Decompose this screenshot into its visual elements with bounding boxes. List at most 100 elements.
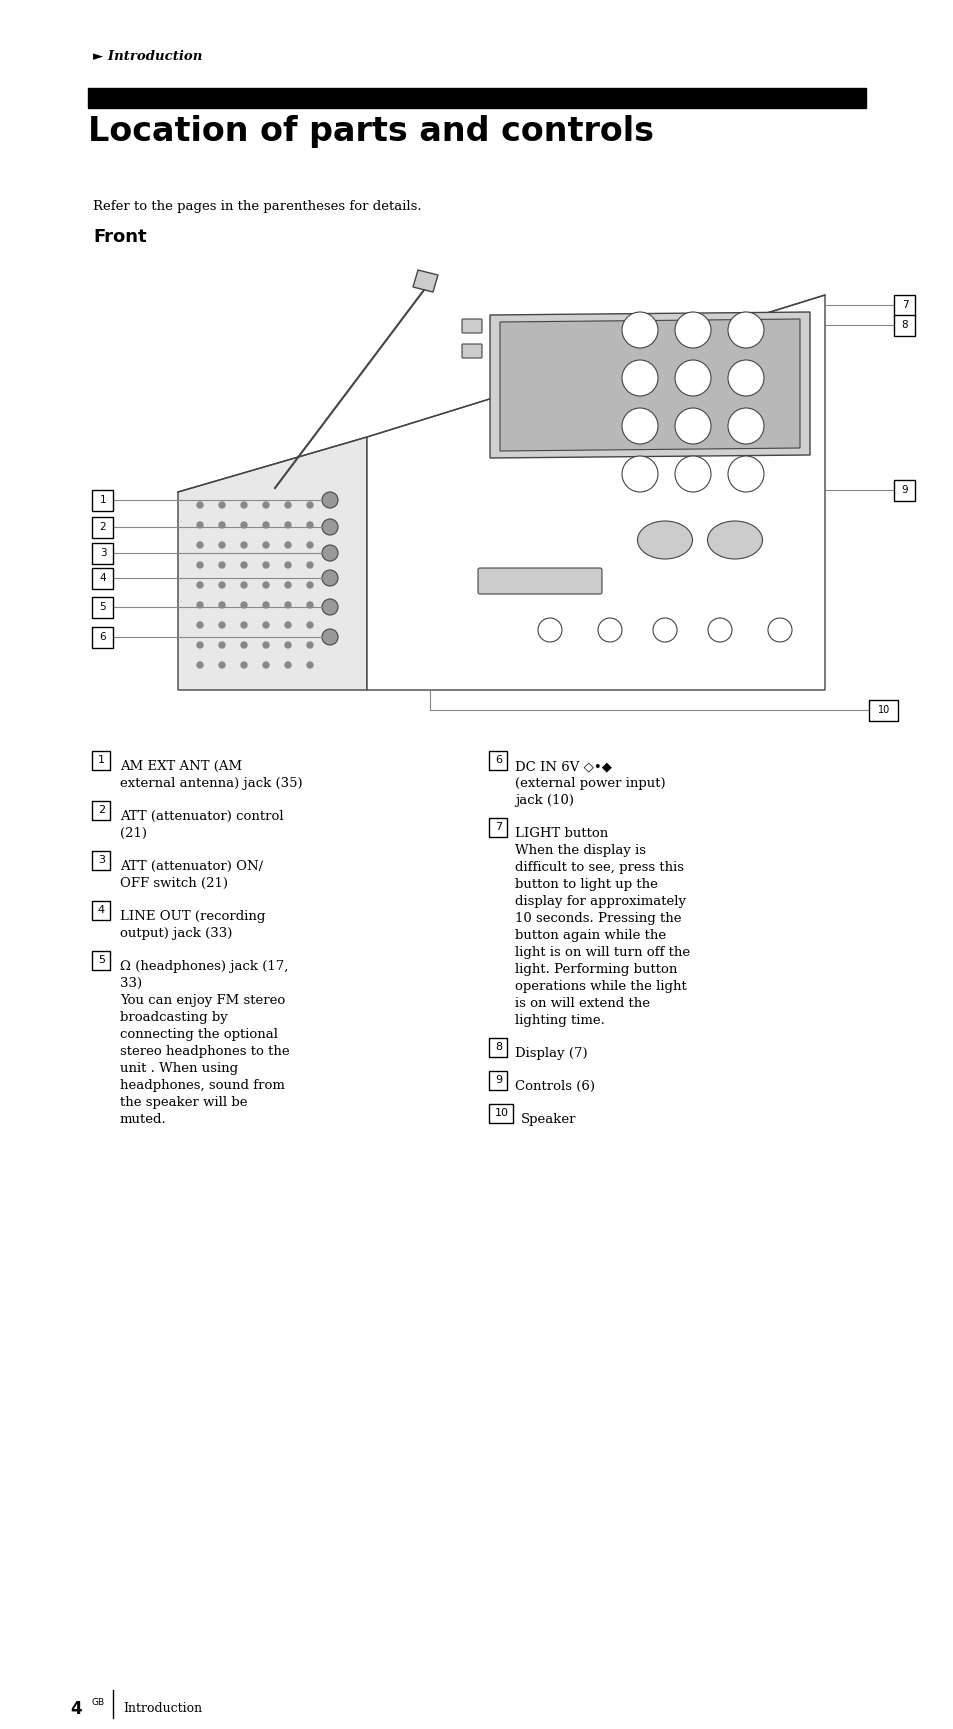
Text: Location of parts and controls: Location of parts and controls — [88, 116, 654, 149]
Text: 10: 10 — [877, 705, 889, 716]
Circle shape — [285, 662, 291, 667]
FancyBboxPatch shape — [92, 543, 113, 564]
Text: AM EXT ANT (AM: AM EXT ANT (AM — [120, 761, 242, 773]
Circle shape — [307, 501, 313, 508]
Text: operations while the light: operations while the light — [515, 980, 686, 992]
Circle shape — [241, 602, 247, 609]
Text: light. Performing button: light. Performing button — [515, 963, 677, 975]
Circle shape — [196, 562, 203, 569]
Circle shape — [263, 641, 269, 648]
Circle shape — [598, 617, 621, 641]
Circle shape — [322, 519, 337, 534]
Circle shape — [307, 583, 313, 588]
Text: LINE OUT (recording: LINE OUT (recording — [120, 909, 265, 923]
FancyBboxPatch shape — [489, 818, 507, 837]
Text: 10: 10 — [494, 1108, 508, 1119]
Circle shape — [196, 501, 203, 508]
Text: Ω (headphones) jack (17,: Ω (headphones) jack (17, — [120, 960, 288, 973]
Circle shape — [219, 501, 225, 508]
Circle shape — [285, 641, 291, 648]
Circle shape — [621, 311, 658, 348]
Text: ► Introduction: ► Introduction — [92, 50, 202, 62]
FancyBboxPatch shape — [92, 901, 111, 920]
Text: button again while the: button again while the — [515, 928, 665, 942]
Circle shape — [675, 311, 710, 348]
Circle shape — [727, 360, 763, 396]
Text: headphones, sound from: headphones, sound from — [120, 1079, 285, 1093]
Text: 2: 2 — [99, 522, 106, 533]
Polygon shape — [499, 318, 800, 451]
Circle shape — [263, 622, 269, 628]
Ellipse shape — [637, 520, 692, 558]
Circle shape — [322, 493, 337, 508]
FancyBboxPatch shape — [92, 801, 111, 820]
FancyBboxPatch shape — [92, 951, 111, 970]
Circle shape — [241, 622, 247, 628]
Circle shape — [285, 522, 291, 527]
Text: LIGHT button: LIGHT button — [515, 826, 608, 840]
Circle shape — [307, 622, 313, 628]
Text: 6: 6 — [99, 633, 106, 641]
Text: 33): 33) — [120, 977, 142, 991]
Text: 7: 7 — [495, 821, 501, 832]
Circle shape — [219, 662, 225, 667]
Circle shape — [285, 622, 291, 628]
Text: 9: 9 — [495, 1075, 501, 1086]
Text: Controls (6): Controls (6) — [515, 1081, 595, 1093]
Circle shape — [219, 562, 225, 569]
FancyBboxPatch shape — [489, 750, 507, 769]
FancyBboxPatch shape — [92, 567, 113, 588]
Circle shape — [196, 662, 203, 667]
Circle shape — [307, 662, 313, 667]
Circle shape — [307, 522, 313, 527]
Text: stereo headphones to the: stereo headphones to the — [120, 1044, 290, 1058]
FancyBboxPatch shape — [894, 315, 915, 335]
Circle shape — [652, 617, 677, 641]
Text: button to light up the: button to light up the — [515, 878, 658, 890]
Text: 4: 4 — [99, 572, 106, 583]
FancyBboxPatch shape — [92, 597, 113, 617]
Ellipse shape — [707, 520, 761, 558]
Text: Introduction: Introduction — [123, 1703, 202, 1715]
Circle shape — [621, 360, 658, 396]
Circle shape — [707, 617, 731, 641]
Circle shape — [621, 408, 658, 444]
Text: 8: 8 — [901, 320, 907, 330]
Text: the speaker will be: the speaker will be — [120, 1096, 247, 1108]
Circle shape — [219, 622, 225, 628]
Bar — [88, 88, 865, 107]
Text: lighting time.: lighting time. — [515, 1013, 604, 1027]
Circle shape — [196, 583, 203, 588]
Text: Display (7): Display (7) — [515, 1048, 587, 1060]
Circle shape — [322, 629, 337, 645]
FancyBboxPatch shape — [489, 1037, 507, 1056]
Circle shape — [196, 622, 203, 628]
Text: 7: 7 — [901, 301, 907, 309]
FancyBboxPatch shape — [489, 1103, 513, 1122]
Circle shape — [322, 545, 337, 560]
Circle shape — [307, 602, 313, 609]
Circle shape — [727, 456, 763, 493]
Circle shape — [675, 408, 710, 444]
Text: 2: 2 — [98, 806, 105, 814]
Text: difficult to see, press this: difficult to see, press this — [515, 861, 683, 873]
Circle shape — [196, 522, 203, 527]
Text: 10 seconds. Pressing the: 10 seconds. Pressing the — [515, 911, 680, 925]
Circle shape — [219, 641, 225, 648]
Circle shape — [537, 617, 561, 641]
Circle shape — [727, 408, 763, 444]
Circle shape — [241, 583, 247, 588]
Text: output) jack (33): output) jack (33) — [120, 927, 233, 941]
Text: 4: 4 — [98, 904, 105, 915]
Circle shape — [727, 311, 763, 348]
Text: 8: 8 — [495, 1043, 501, 1051]
Text: ATT (attenuator) control: ATT (attenuator) control — [120, 809, 283, 823]
Circle shape — [285, 562, 291, 569]
Circle shape — [675, 456, 710, 493]
Circle shape — [263, 562, 269, 569]
Circle shape — [263, 662, 269, 667]
Circle shape — [621, 456, 658, 493]
Circle shape — [241, 641, 247, 648]
Text: jack (10): jack (10) — [515, 794, 574, 807]
Text: 1: 1 — [98, 756, 105, 764]
